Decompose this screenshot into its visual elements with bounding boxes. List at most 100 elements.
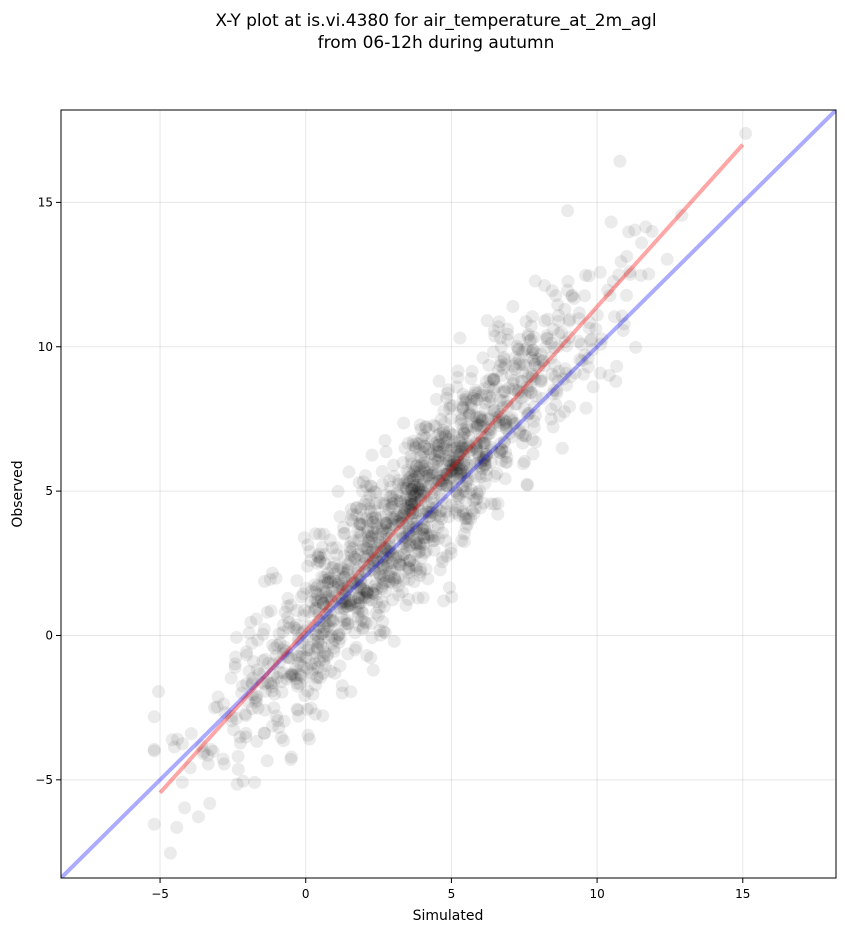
scatter-point <box>245 676 259 690</box>
scatter-point <box>477 451 491 465</box>
scatter-point <box>357 615 371 629</box>
scatter-point <box>379 575 393 589</box>
scatter-point <box>445 499 459 513</box>
scatter-point <box>379 488 393 502</box>
scatter-point <box>331 580 345 594</box>
scatter-point <box>468 457 482 471</box>
scatter-point <box>407 497 421 511</box>
scatter-point <box>518 343 532 357</box>
scatter-point <box>302 605 316 619</box>
scatter-point <box>478 458 492 472</box>
scatter-point <box>427 492 441 506</box>
scatter-point <box>250 694 264 708</box>
scatter-point <box>251 633 265 647</box>
scatter-point <box>417 451 431 465</box>
scatter-point <box>291 679 305 693</box>
scatter-point <box>208 701 222 715</box>
scatter-point <box>494 442 508 456</box>
regression-line <box>158 143 745 795</box>
scatter-point <box>356 539 370 553</box>
scatter-point <box>470 393 484 407</box>
scatter-point <box>289 662 303 676</box>
scatter-point <box>436 423 450 437</box>
scatter-point <box>494 340 508 354</box>
scatter-point <box>568 366 582 380</box>
scatter-point <box>506 359 520 373</box>
scatter-point <box>326 614 340 628</box>
scatter-point <box>407 575 421 589</box>
scatter-point <box>211 690 225 704</box>
scatter-point <box>509 397 523 411</box>
scatter-point <box>441 466 455 480</box>
scatter-point <box>400 464 414 478</box>
scatter-point <box>346 514 360 528</box>
scatter-point <box>270 638 284 652</box>
scatter-point <box>443 464 457 478</box>
scatter-point <box>459 485 473 499</box>
scatter-point <box>451 450 465 464</box>
scatter-point <box>498 358 512 372</box>
scatter-point <box>349 576 363 590</box>
scatter-point <box>203 796 217 810</box>
scatter-point <box>429 500 443 514</box>
scatter-point <box>402 561 416 575</box>
scatter-point <box>351 525 365 539</box>
scatter-point <box>239 709 253 723</box>
scatter-point <box>258 703 272 717</box>
scatter-point <box>354 575 368 589</box>
scatter-point <box>563 400 577 414</box>
scatter-point <box>391 514 405 528</box>
scatter-point <box>310 594 324 608</box>
scatter-point <box>167 740 181 754</box>
scatter-point <box>240 677 254 691</box>
scatter-point <box>318 547 332 561</box>
scatter-point <box>405 495 419 509</box>
scatter-point <box>525 369 539 383</box>
scatter-point <box>360 494 374 508</box>
scatter-point <box>423 510 437 524</box>
scatter-point <box>420 520 434 534</box>
scatter-point <box>436 426 450 440</box>
scatter-point <box>346 534 360 548</box>
scatter-point <box>427 418 441 432</box>
scatter-point <box>489 380 503 394</box>
scatter-point <box>367 583 381 597</box>
scatter-point <box>331 563 345 577</box>
scatter-point <box>487 324 501 338</box>
scatter-point <box>430 445 444 459</box>
scatter-point <box>309 628 323 642</box>
scatter-point <box>434 478 448 492</box>
scatter-point <box>280 650 294 664</box>
scatter-point <box>467 494 481 508</box>
scatter-point <box>316 597 330 611</box>
scatter-point <box>559 366 573 380</box>
scatter-point <box>375 464 389 478</box>
scatter-point <box>410 533 424 547</box>
scatter-point <box>437 472 451 486</box>
scatter-point <box>417 463 431 477</box>
scatter-point <box>440 468 454 482</box>
scatter-point <box>452 509 466 523</box>
scatter-point <box>336 565 350 579</box>
scatter-point <box>433 563 447 577</box>
scatter-point <box>405 482 419 496</box>
scatter-point <box>377 496 391 510</box>
scatter-point <box>499 414 513 428</box>
scatter-point <box>313 527 327 541</box>
scatter-point <box>561 283 575 297</box>
scatter-point <box>346 541 360 555</box>
scatter-point <box>392 557 406 571</box>
scatter-point <box>242 664 256 678</box>
scatter-point <box>366 556 380 570</box>
scatter-point <box>297 609 311 623</box>
scatter-point <box>428 476 442 490</box>
scatter-point <box>402 524 416 538</box>
scatter-point <box>308 602 322 616</box>
scatter-point <box>431 438 445 452</box>
scatter-point <box>434 477 448 491</box>
scatter-point <box>245 677 259 691</box>
scatter-point <box>482 380 496 394</box>
scatter-point <box>451 462 465 476</box>
scatter-point <box>452 488 466 502</box>
scatter-point <box>362 564 376 578</box>
